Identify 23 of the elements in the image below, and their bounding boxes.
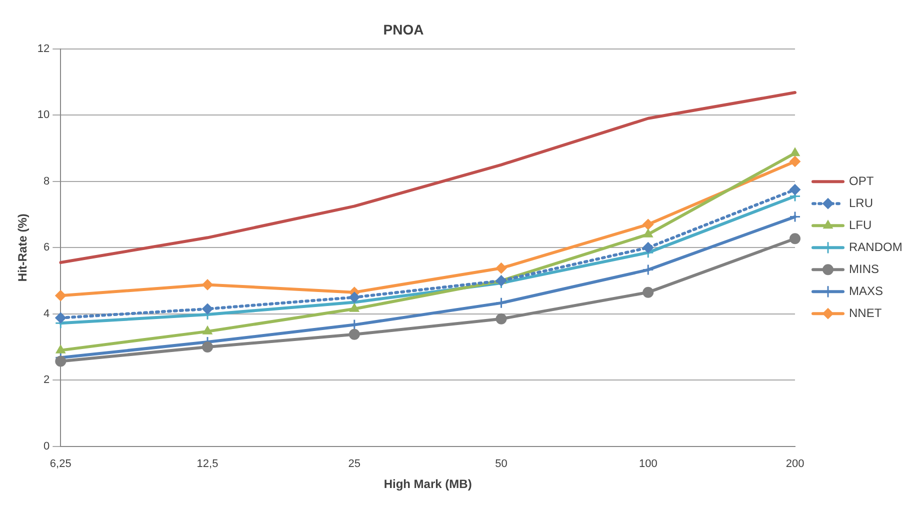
x-tick-label: 100	[638, 458, 658, 470]
x-axis-title: High Mark (MB)	[384, 477, 472, 492]
y-tick-label: 8	[44, 175, 50, 188]
y-tick-label: 10	[37, 109, 50, 122]
legend-label: MINS	[849, 262, 879, 276]
legend-label: LRU	[849, 196, 874, 210]
y-axis-title: Hit-Rate (%)	[16, 214, 30, 282]
legend-label: LFU	[849, 218, 872, 232]
y-tick-label: 2	[44, 374, 50, 386]
y-tick-label: 4	[44, 308, 50, 320]
legend-label: MAXS	[849, 284, 884, 298]
chart-title: PNOA	[383, 21, 424, 38]
legend-label: RANDOM	[849, 240, 902, 254]
x-tick-label: 50	[495, 458, 508, 470]
legend-label: NNET	[849, 306, 882, 320]
x-tick-label: 25	[348, 458, 361, 470]
x-tick-label: 200	[786, 458, 804, 470]
y-tick-label: 12	[37, 42, 50, 55]
y-tick-label: 6	[44, 242, 50, 254]
x-tick-label: 12,5	[196, 458, 218, 470]
y-tick-label: 0	[44, 440, 50, 452]
x-tick-label: 6,25	[50, 458, 72, 470]
legend-label: OPT	[849, 174, 874, 188]
